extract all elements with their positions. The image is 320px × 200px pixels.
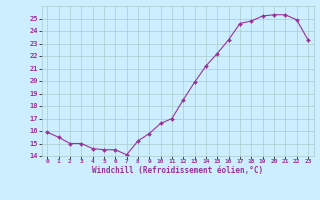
X-axis label: Windchill (Refroidissement éolien,°C): Windchill (Refroidissement éolien,°C) [92, 166, 263, 175]
